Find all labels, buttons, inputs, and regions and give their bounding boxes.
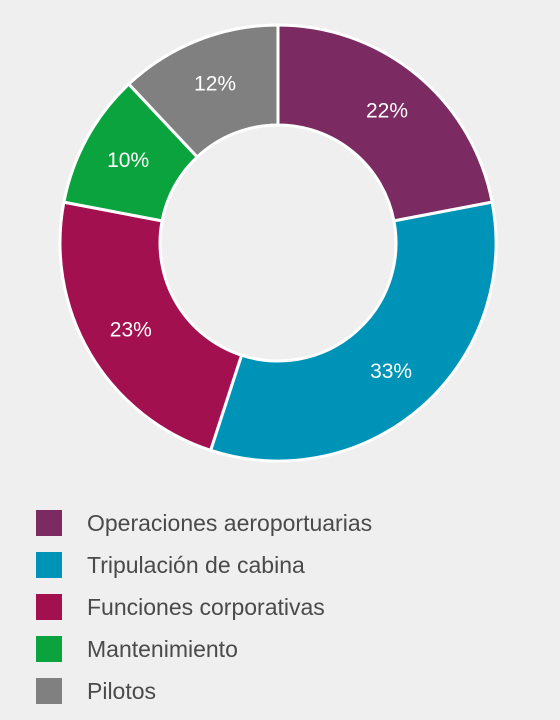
slice-5: [126, 23, 280, 160]
slice-value-label: 10%: [107, 149, 149, 172]
legend-label: Operaciones aeroportuarias: [87, 509, 373, 536]
donut-chart: 22% 33% 23% 10% 12%: [58, 23, 498, 463]
legend-swatch: [36, 678, 62, 704]
slice-value-label: 33%: [370, 360, 412, 383]
slice-value-label: 22%: [366, 100, 408, 123]
legend-item: Tripulación de cabina: [36, 544, 372, 586]
slice-2: [208, 200, 498, 463]
legend-swatch: [36, 510, 62, 536]
legend-item: Funciones corporativas: [36, 586, 372, 628]
legend-label: Mantenimiento: [87, 635, 238, 662]
slice-value-label: 23%: [110, 319, 152, 342]
legend-item: Operaciones aeroportuarias: [36, 502, 372, 544]
legend-swatch: [36, 636, 62, 662]
legend-label: Tripulación de cabina: [87, 551, 305, 578]
slice-1: [276, 23, 494, 223]
legend-swatch: [36, 594, 62, 620]
donut-svg: 22% 33% 23% 10% 12%: [58, 23, 498, 463]
legend-label: Funciones corporativas: [87, 593, 325, 620]
legend: Operaciones aeroportuarias Tripulación de…: [36, 502, 372, 712]
slice-value-label: 12%: [194, 73, 236, 96]
legend-label: Pilotos: [87, 677, 157, 704]
legend-item: Pilotos: [36, 670, 372, 712]
legend-item: Mantenimiento: [36, 628, 372, 670]
slice-3: [58, 200, 244, 453]
legend-swatch: [36, 552, 62, 578]
